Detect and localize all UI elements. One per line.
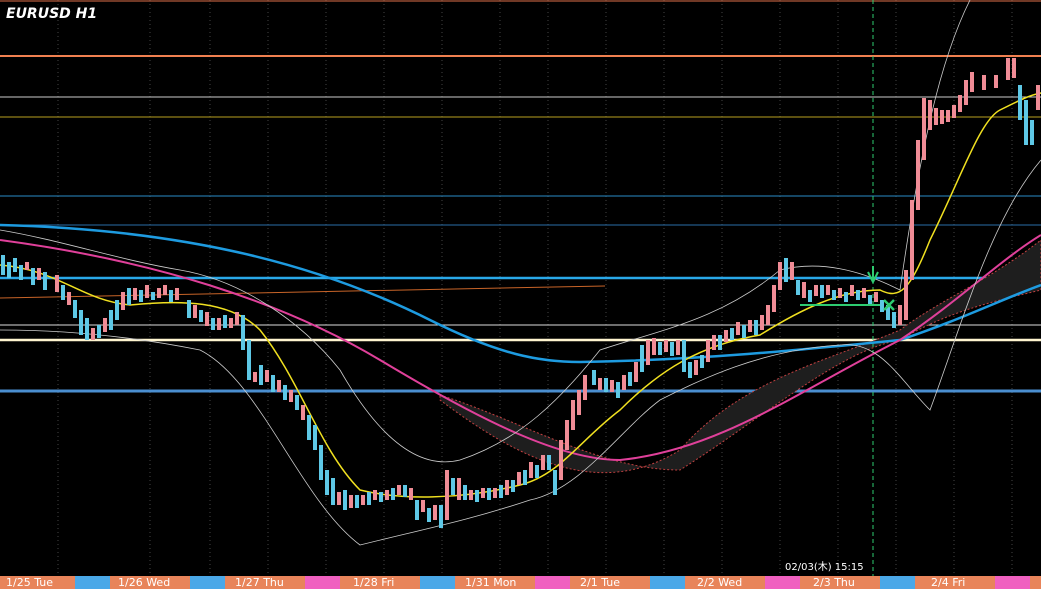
date-label: 2/2 Wed: [697, 576, 742, 589]
date-label: 2/4 Fri: [931, 576, 965, 589]
horizontal-levels: [0, 0, 1041, 393]
time-axis-labels: 1/25 Tue 1/26 Wed 1/27 Thu 1/28 Fri 1/31…: [6, 576, 965, 589]
bollinger-bands: [0, 0, 1041, 546]
ma-long: [0, 223, 1041, 364]
date-label: 2/1 Tue: [580, 576, 620, 589]
date-label: 1/31 Mon: [465, 576, 516, 589]
exit-mark: [883, 299, 895, 311]
date-label: 1/25 Tue: [6, 576, 53, 589]
symbol-title: EURUSD H1: [6, 6, 97, 22]
date-label: 1/26 Wed: [118, 576, 170, 589]
ma-short: [0, 92, 1041, 498]
date-label: 2/3 Thu: [813, 576, 855, 589]
time-axis-bar: [0, 576, 1041, 589]
bullish-candles: [25, 58, 1040, 520]
bearish-candles: [1, 85, 1034, 528]
date-label: 1/27 Thu: [235, 576, 284, 589]
date-label: 1/28 Fri: [353, 576, 394, 589]
ichimoku-cloud: [439, 239, 1041, 474]
entry-arrow: [867, 266, 879, 285]
cursor-time: 02/03(木) 15:15: [785, 561, 864, 573]
